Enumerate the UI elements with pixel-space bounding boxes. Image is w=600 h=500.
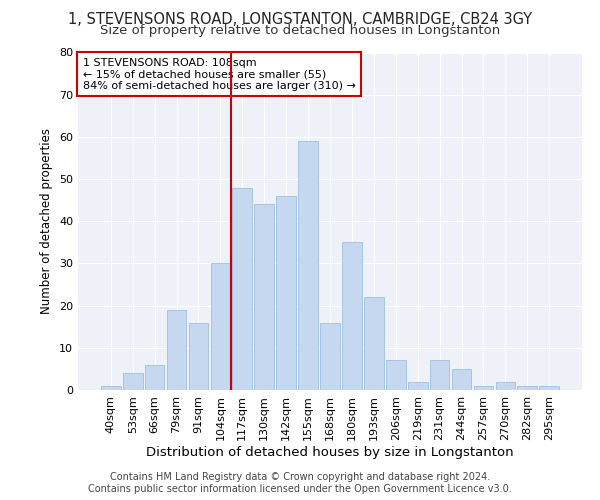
Bar [430,360,449,390]
Bar [473,386,493,390]
Bar [539,386,559,390]
Bar [145,364,164,390]
Bar [276,196,296,390]
Text: Contains HM Land Registry data © Crown copyright and database right 2024.
Contai: Contains HM Land Registry data © Crown c… [88,472,512,494]
Bar [342,242,362,390]
Bar [211,264,230,390]
Bar [167,310,187,390]
Bar [452,369,472,390]
Bar [123,373,143,390]
Bar [386,360,406,390]
Bar [188,322,208,390]
Y-axis label: Number of detached properties: Number of detached properties [40,128,53,314]
Text: 1 STEVENSONS ROAD: 108sqm
← 15% of detached houses are smaller (55)
84% of semi-: 1 STEVENSONS ROAD: 108sqm ← 15% of detac… [83,58,356,91]
Bar [232,188,252,390]
Bar [496,382,515,390]
Bar [517,386,537,390]
Text: Size of property relative to detached houses in Longstanton: Size of property relative to detached ho… [100,24,500,37]
Bar [320,322,340,390]
Text: 1, STEVENSONS ROAD, LONGSTANTON, CAMBRIDGE, CB24 3GY: 1, STEVENSONS ROAD, LONGSTANTON, CAMBRID… [68,12,532,28]
Bar [408,382,428,390]
Bar [298,141,318,390]
X-axis label: Distribution of detached houses by size in Longstanton: Distribution of detached houses by size … [146,446,514,458]
Bar [101,386,121,390]
Bar [254,204,274,390]
Bar [364,297,384,390]
